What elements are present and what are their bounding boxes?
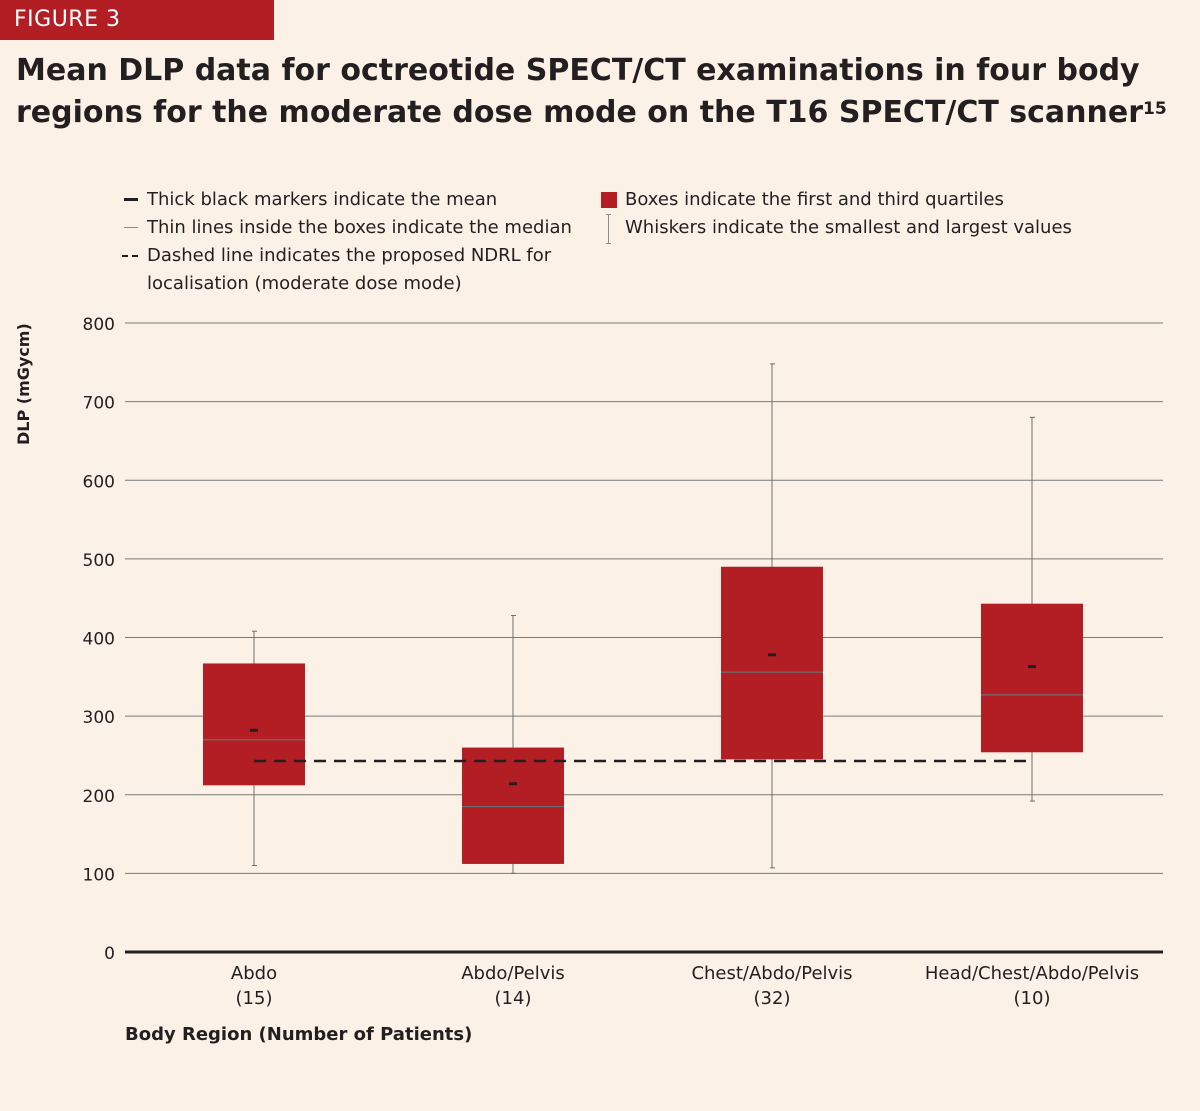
legend-item-ndrl-cont: localisation (moderate dose mode) [122, 270, 572, 298]
legend-item-mean: Thick black markers indicate the mean [122, 186, 572, 214]
y-tick-label-500: 500 [83, 551, 115, 571]
legend-item-whiskers: Whiskers indicate the smallest and large… [600, 214, 1072, 244]
x-axis-label: Body Region (Number of Patients) [125, 1024, 473, 1045]
legend-ndrl-label-1: Dashed line indicates the proposed NDRL … [147, 245, 552, 266]
y-tick-label-0: 0 [104, 944, 115, 964]
legend-boxes-label: Boxes indicate the first and third quart… [625, 189, 1004, 210]
x-tick-count-3: (10) [1014, 988, 1051, 1009]
y-tick-label-100: 100 [83, 865, 115, 885]
whisker-symbol [600, 214, 620, 244]
mean-marker-symbol [122, 186, 142, 214]
x-tick-count-2: (32) [754, 988, 791, 1009]
legend-median-label: Thin lines inside the boxes indicate the… [147, 217, 572, 238]
x-tick-label-3: Head/Chest/Abdo/Pelvis [925, 963, 1139, 984]
box-3 [981, 603, 1083, 753]
chart-title: Mean DLP data for octreotide SPECT/CT ex… [16, 50, 1186, 134]
legend-left: Thick black markers indicate the mean Th… [122, 186, 572, 298]
box-layer [203, 363, 1083, 874]
legend-item-median: Thin lines inside the boxes indicate the… [122, 214, 572, 242]
box-1 [462, 747, 564, 864]
y-tick-label-400: 400 [83, 630, 115, 650]
y-tick-label-600: 600 [83, 472, 115, 492]
legend-whiskers-label: Whiskers indicate the smallest and large… [625, 217, 1072, 238]
y-tick-label-800: 800 [83, 315, 115, 335]
legend-item-ndrl: Dashed line indicates the proposed NDRL … [122, 242, 572, 270]
x-tick-label-2: Chest/Abdo/Pelvis [691, 963, 852, 984]
box-symbol [600, 186, 620, 214]
box-0 [203, 663, 305, 786]
x-tick-label-1: Abdo/Pelvis [461, 963, 565, 984]
figure-label: FIGURE 3 [0, 0, 274, 40]
legend-ndrl-label-2: localisation (moderate dose mode) [147, 273, 462, 294]
title-superscript: 15 [1143, 99, 1167, 119]
legend-right: Boxes indicate the first and third quart… [600, 186, 1072, 244]
x-tick-count-0: (15) [236, 988, 273, 1009]
y-tick-label-300: 300 [83, 708, 115, 728]
box-2 [721, 566, 823, 760]
legend-mean-label: Thick black markers indicate the mean [147, 189, 498, 210]
median-line-symbol [122, 214, 142, 242]
dashed-line-symbol [122, 242, 142, 270]
y-tick-label-700: 700 [83, 394, 115, 414]
label-layer: 0 100 200 300 400 500 600 700 800 Abdo (15) Abdo/Pe… [83, 315, 1140, 1009]
chart-title-text: Mean DLP data for octreotide SPECT/CT ex… [16, 53, 1144, 130]
x-tick-count-1: (14) [495, 988, 532, 1009]
y-tick-label-200: 200 [83, 787, 115, 807]
x-tick-label-0: Abdo [231, 963, 277, 984]
legend-item-boxes: Boxes indicate the first and third quart… [600, 186, 1072, 214]
